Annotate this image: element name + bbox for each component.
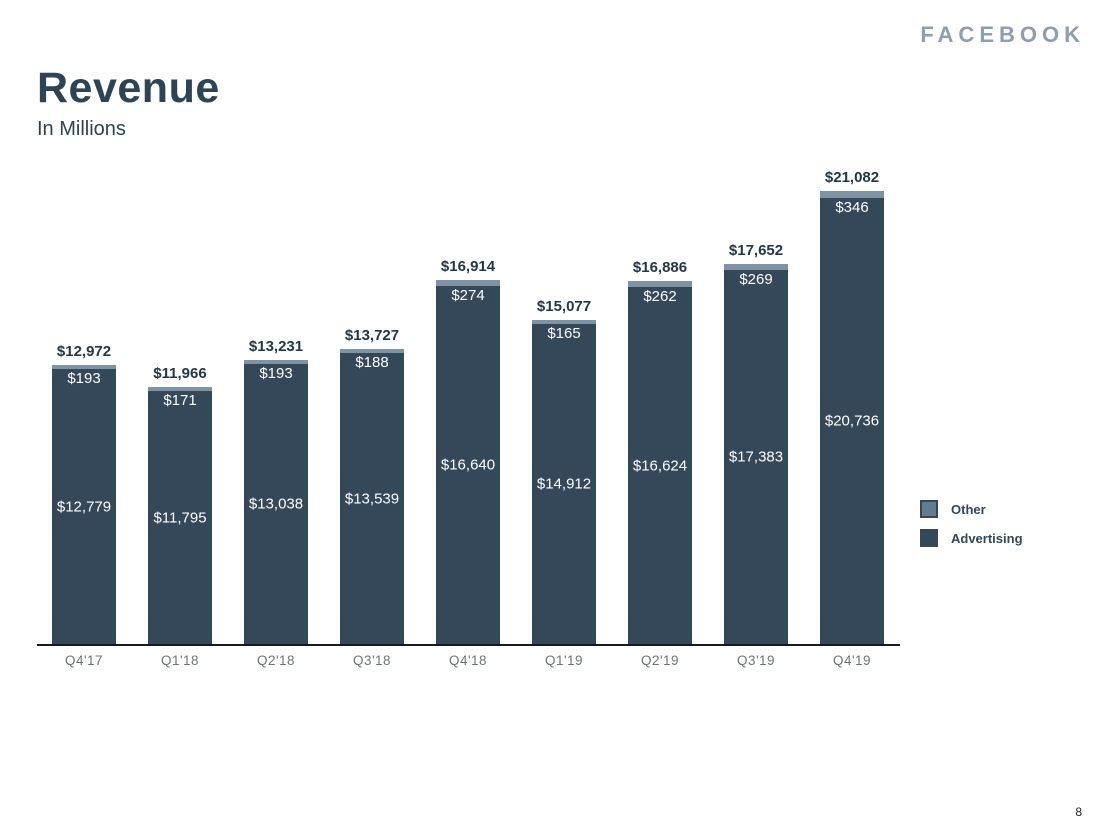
other-segment <box>52 365 116 369</box>
other-segment <box>820 191 884 198</box>
x-axis-labels: Q4'17 Q1'18 Q2'18 Q3'18 Q4'18 Q1'19 Q2'19 Q3'19… <box>37 653 900 668</box>
other-segment <box>340 349 404 353</box>
x-tick-q3-18: Q3'18 <box>352 653 392 668</box>
bar-q4-19: $21,082 $346 $20,736 <box>820 169 884 644</box>
legend-label-advertising: Advertising <box>951 530 1023 546</box>
x-tick-q1-18: Q1'18 <box>160 653 200 668</box>
revenue-chart: $12,972 $193 $12,779 $11,966 $171 $11,795 $13,… <box>37 166 900 668</box>
bar-q2-18: $13,231 $193 $13,038 <box>244 338 308 644</box>
x-tick-q2-18: Q2'18 <box>256 653 296 668</box>
bar-q4-17: $12,972 $193 $12,779 <box>52 343 116 644</box>
legend-item-other: Other <box>920 500 1023 518</box>
other-segment <box>628 281 692 287</box>
bar-q1-18: $11,966 $171 $11,795 <box>148 365 212 644</box>
chart-legend: Other Advertising <box>920 500 1023 558</box>
other-value-label: $165 <box>547 325 581 342</box>
other-value-label: $193 <box>259 365 293 382</box>
advertising-value-label: $14,912 <box>536 475 592 493</box>
advertising-value-label: $13,038 <box>248 495 304 513</box>
advertising-segment: $274 $16,640 <box>436 286 500 644</box>
legend-label-other: Other <box>951 501 986 517</box>
other-segment <box>532 320 596 324</box>
other-value-label: $171 <box>163 392 197 409</box>
bar-q1-19: $15,077 $165 $14,912 <box>532 298 596 644</box>
total-label: $15,077 <box>536 298 592 315</box>
advertising-swatch <box>920 529 938 547</box>
total-label: $11,966 <box>153 365 207 382</box>
advertising-segment: $171 $11,795 <box>148 391 212 644</box>
total-label: $21,082 <box>824 169 880 186</box>
plot-area: $12,972 $193 $12,779 $11,966 $171 $11,795 $13,… <box>37 166 900 646</box>
facebook-logo: FACEBOOK <box>920 22 1085 47</box>
bar-q3-19: $17,652 $269 $17,383 <box>724 242 788 644</box>
other-segment <box>436 280 500 286</box>
total-label: $12,972 <box>56 343 112 360</box>
page-number: 8 <box>1075 805 1082 819</box>
advertising-value-label: $17,383 <box>728 448 784 466</box>
bar-q3-18: $13,727 $188 $13,539 <box>340 327 404 644</box>
advertising-value-label: $11,795 <box>153 509 207 526</box>
x-tick-q1-19: Q1'19 <box>544 653 584 668</box>
other-value-label: $269 <box>739 271 773 288</box>
advertising-value-label: $13,539 <box>344 490 400 507</box>
other-swatch <box>920 500 938 518</box>
x-tick-q4-17: Q4'17 <box>64 653 104 668</box>
other-value-label: $262 <box>643 288 677 305</box>
other-value-label: $193 <box>67 370 101 387</box>
x-tick-q3-19: Q3'19 <box>736 653 776 668</box>
total-label: $16,914 <box>440 258 496 275</box>
advertising-value-label: $20,736 <box>824 412 880 430</box>
advertising-segment: $269 $17,383 <box>724 270 788 644</box>
total-label: $16,886 <box>632 259 688 276</box>
advertising-value-label: $16,624 <box>632 457 688 474</box>
advertising-segment: $188 $13,539 <box>340 353 404 644</box>
advertising-value-label: $12,779 <box>56 498 112 515</box>
other-segment <box>724 264 788 270</box>
advertising-segment: $165 $14,912 <box>532 324 596 644</box>
bar-q4-18: $16,914 $274 $16,640 <box>436 258 500 644</box>
total-label: $13,231 <box>248 338 304 355</box>
advertising-segment: $193 $12,779 <box>52 369 116 644</box>
other-value-label: $188 <box>355 354 389 371</box>
other-value-label: $274 <box>451 287 485 304</box>
page-title: Revenue <box>37 64 220 112</box>
advertising-value-label: $16,640 <box>440 456 496 474</box>
other-segment <box>244 360 308 364</box>
legend-item-advertising: Advertising <box>920 529 1023 547</box>
total-label: $13,727 <box>344 327 400 344</box>
x-tick-q4-19: Q4'19 <box>832 653 872 668</box>
total-label: $17,652 <box>728 242 784 259</box>
advertising-segment: $262 $16,624 <box>628 287 692 644</box>
page-subtitle: In Millions <box>37 118 126 140</box>
other-value-label: $346 <box>835 199 869 216</box>
title-block: Revenue In Millions <box>37 64 220 141</box>
bar-q2-19: $16,886 $262 $16,624 <box>628 259 692 644</box>
x-tick-q2-19: Q2'19 <box>640 653 680 668</box>
other-segment <box>148 387 212 391</box>
advertising-segment: $346 $20,736 <box>820 198 884 644</box>
x-tick-q4-18: Q4'18 <box>448 653 488 668</box>
advertising-segment: $193 $13,038 <box>244 364 308 644</box>
